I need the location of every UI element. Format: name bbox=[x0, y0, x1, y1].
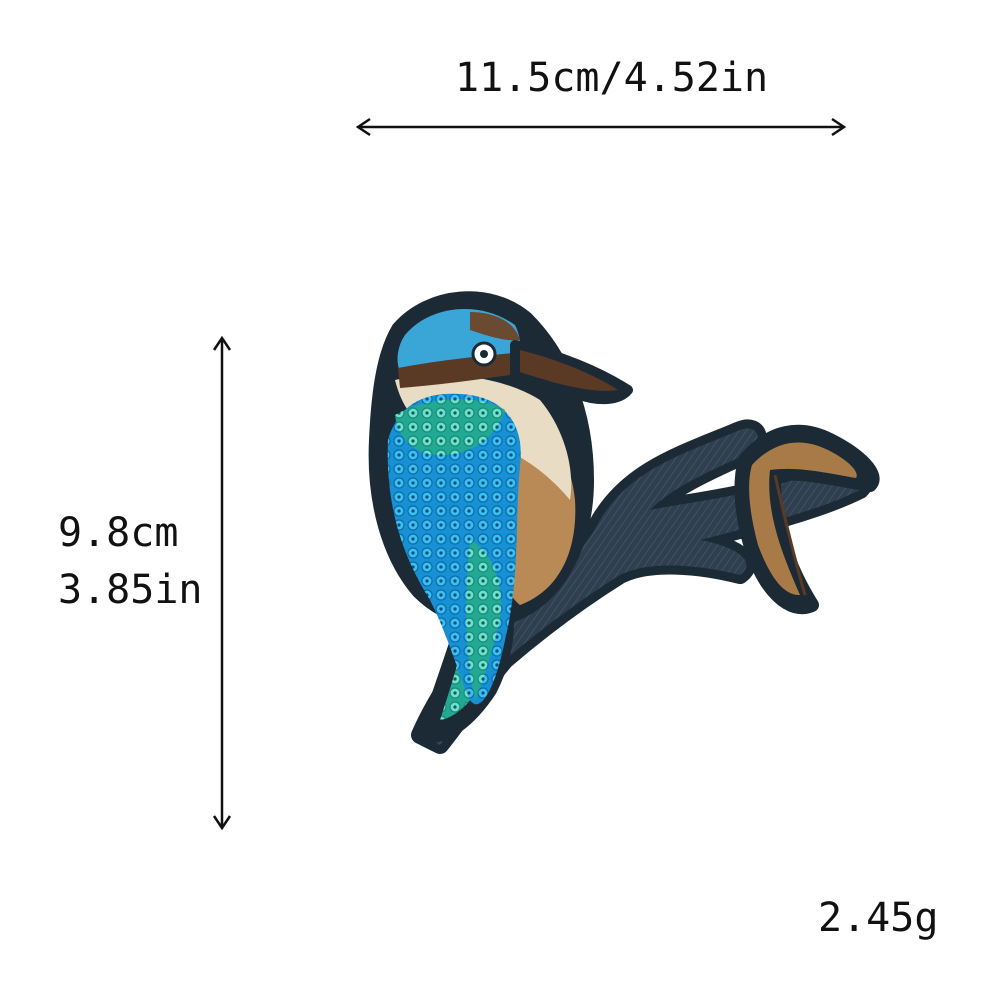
bird-beak bbox=[510, 340, 633, 405]
height-cm-label: 9.8cm bbox=[58, 510, 179, 556]
height-in-label: 3.85in bbox=[58, 567, 203, 613]
leaf bbox=[734, 424, 880, 615]
weight-label: 2.45g bbox=[818, 895, 939, 941]
bird-head bbox=[397, 308, 530, 388]
height-arrow bbox=[212, 335, 232, 831]
width-dimension-label: 11.5cm/4.52in bbox=[455, 55, 769, 101]
width-arrow bbox=[355, 117, 847, 137]
